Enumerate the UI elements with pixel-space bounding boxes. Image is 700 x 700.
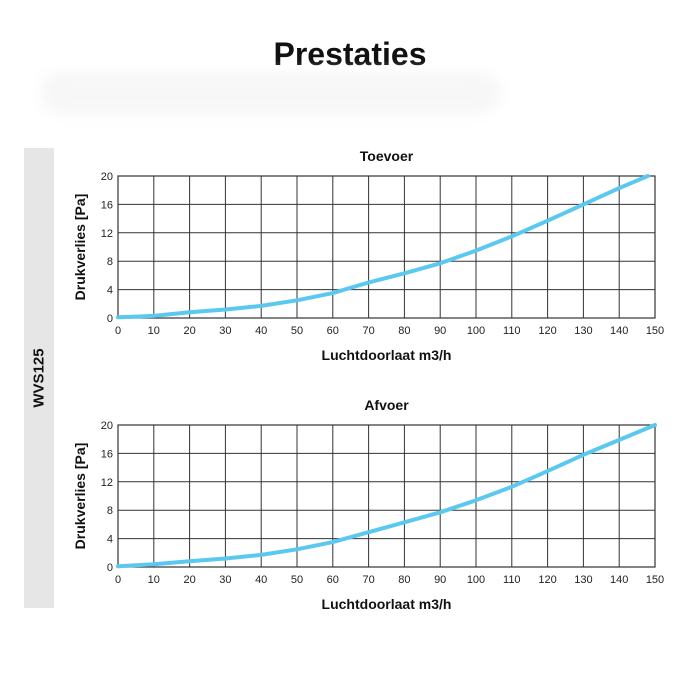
x-tick-label: 90 <box>434 574 446 586</box>
chart-afvoer: 0 10 20 30 40 50 60 70 80 90 100 110 120 130 140 150 0 4 8… <box>72 397 664 612</box>
y-tick-label: 4 <box>107 534 113 546</box>
chart-title: Toevoer <box>360 148 414 164</box>
x-axis-label: Luchtdoorlaat m3/h <box>322 347 452 363</box>
x-tick-label: 130 <box>574 574 592 586</box>
y-tick-label: 8 <box>107 505 113 517</box>
x-tick-label: 0 <box>115 574 121 586</box>
chart-title: Afvoer <box>364 397 409 413</box>
x-tick-label: 30 <box>219 325 231 337</box>
x-tick-label: 80 <box>398 574 410 586</box>
x-tick-label: 150 <box>646 574 664 586</box>
x-tick-label: 10 <box>148 574 160 586</box>
y-tick-label: 4 <box>107 285 113 297</box>
blurred-subtitle <box>40 72 500 114</box>
x-tick-label: 150 <box>646 325 664 337</box>
x-tick-label: 90 <box>434 325 446 337</box>
x-tick-label: 60 <box>327 574 339 586</box>
y-tick-label: 12 <box>101 228 113 240</box>
x-tick-label: 30 <box>219 574 231 586</box>
x-tick-label: 50 <box>291 325 303 337</box>
y-tick-label: 8 <box>107 256 113 268</box>
x-tick-label: 60 <box>327 325 339 337</box>
y-tick-label: 20 <box>101 420 113 432</box>
x-tick-label: 140 <box>610 325 628 337</box>
x-tick-label: 100 <box>467 325 485 337</box>
plot-frame <box>117 175 656 319</box>
x-tick-label: 130 <box>574 325 592 337</box>
x-tick-label: 140 <box>610 574 628 586</box>
plot-frame <box>117 424 656 568</box>
x-tick-label: 40 <box>255 574 267 586</box>
series-line <box>116 423 657 569</box>
x-tick-label: 10 <box>148 325 160 337</box>
y-axis-label: Drukverlies [Pa] <box>72 443 88 550</box>
x-tick-label: 120 <box>538 574 556 586</box>
y-tick-label: 16 <box>101 199 113 211</box>
side-band <box>24 148 54 608</box>
x-tick-label: 110 <box>503 325 521 337</box>
y-tick-label: 0 <box>107 562 113 574</box>
chart-toevoer: 0 10 20 30 40 50 60 70 80 90 100 110 120 130 140 150 0 4 8… <box>72 148 664 363</box>
y-axis-label: Drukverlies [Pa] <box>72 194 88 301</box>
series-line <box>116 174 650 320</box>
x-axis-label: Luchtdoorlaat m3/h <box>322 596 452 612</box>
x-tick-label: 0 <box>115 325 121 337</box>
x-tick-label: 110 <box>503 574 521 586</box>
y-tick-label: 16 <box>101 448 113 460</box>
y-tick-label: 0 <box>107 313 113 325</box>
x-tick-label: 70 <box>362 574 374 586</box>
x-tick-label: 70 <box>362 325 374 337</box>
x-tick-label: 40 <box>255 325 267 337</box>
page-title: Prestaties <box>273 36 427 72</box>
x-tick-label: 50 <box>291 574 303 586</box>
x-tick-label: 120 <box>538 325 556 337</box>
x-tick-label: 20 <box>183 574 195 586</box>
x-tick-label: 100 <box>467 574 485 586</box>
x-tick-label: 80 <box>398 325 410 337</box>
y-tick-label: 20 <box>101 171 113 183</box>
x-tick-label: 20 <box>183 325 195 337</box>
y-tick-label: 12 <box>101 477 113 489</box>
